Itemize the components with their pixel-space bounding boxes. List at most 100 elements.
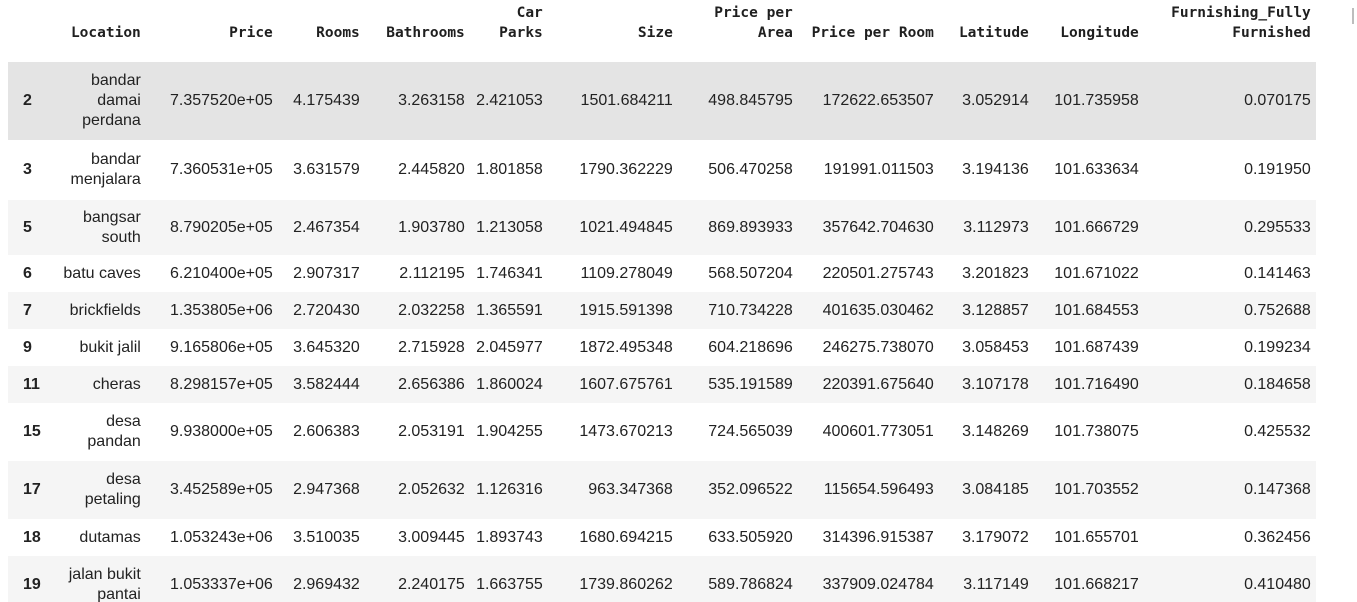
header-latitude: Latitude <box>958 25 1029 41</box>
cell-price-per-area: 710.734228 <box>677 292 798 329</box>
cell-latitude: 3.058453 <box>962 338 1029 356</box>
cell-price-per-area: 589.786824 <box>677 556 798 602</box>
cell-longitude: 101.687439 <box>1054 338 1139 356</box>
cell-rooms: 2.720430 <box>277 292 365 329</box>
cell-rooms: 3.645320 <box>293 338 360 356</box>
cell-bathrooms: 2.112195 <box>399 264 465 282</box>
cell-price: 1.353805e+06 <box>145 292 278 329</box>
header-size: Size <box>637 25 673 41</box>
header-furnishing-fully-furnished: Furnishing_Fully Furnished <box>1171 5 1311 41</box>
cell-price-per-area: 633.505920 <box>708 528 793 546</box>
cell-size: 1915.591398 <box>547 292 678 329</box>
index-header <box>8 0 51 62</box>
cell-latitude: 3.107178 <box>938 366 1034 403</box>
row-index: 5 <box>8 200 51 255</box>
table-row: 5 bangsar south 8.790205e+05 2.467354 1.… <box>8 200 1316 255</box>
cell-latitude: 3.148269 <box>962 423 1029 440</box>
cell-price-per-room: 400601.773051 <box>822 423 934 440</box>
cell-price-per-area: 869.893933 <box>677 200 798 255</box>
cell-size: 1501.684211 <box>547 62 678 140</box>
cell-furnishing: 0.752688 <box>1143 292 1316 329</box>
cell-location: bukit jalil <box>79 338 141 356</box>
header-price-per-area: Price per Area <box>714 5 793 41</box>
cell-size: 1872.495348 <box>579 338 673 356</box>
row-index: 7 <box>8 292 51 329</box>
cell-longitude: 101.655701 <box>1054 528 1139 546</box>
cell-longitude: 101.671022 <box>1054 264 1139 282</box>
cell-longitude: 101.684553 <box>1033 292 1144 329</box>
cell-longitude: 101.703552 <box>1033 461 1144 519</box>
cell-rooms: 3.582444 <box>277 366 365 403</box>
cell-bathrooms: 2.656386 <box>364 366 470 403</box>
cell-car-parks: 2.045977 <box>476 338 543 356</box>
cell-price-per-room: 314396.915387 <box>822 528 934 546</box>
cell-bathrooms: 2.052632 <box>364 461 470 519</box>
header-price: Price <box>229 25 273 41</box>
cell-furnishing: 0.191950 <box>1244 161 1311 178</box>
cell-price-per-room: 401635.030462 <box>797 292 939 329</box>
cell-size: 1607.675761 <box>547 366 678 403</box>
cell-price-per-area: 724.565039 <box>708 423 793 440</box>
row-index: 3 <box>23 161 32 178</box>
cell-location: dutamas <box>79 528 141 546</box>
header-car-parks: Car Parks <box>499 5 543 41</box>
table-body: 2 bandar damai perdana 7.357520e+05 4.17… <box>8 62 1316 602</box>
cell-longitude: 101.738075 <box>1054 423 1139 440</box>
cell-longitude: 101.735958 <box>1033 62 1144 140</box>
table-row: 9 bukit jalil 9.165806e+05 3.645320 2.71… <box>8 329 1316 366</box>
cell-location: desa petaling <box>50 461 146 519</box>
cell-size: 1790.362229 <box>579 161 673 178</box>
cell-location: brickfields <box>50 292 146 329</box>
table-row: 6 batu caves 6.210400e+05 2.907317 2.112… <box>8 255 1316 292</box>
cell-latitude: 3.179072 <box>962 528 1029 546</box>
cell-location: desa pandan <box>87 413 141 450</box>
cell-latitude: 3.117149 <box>938 556 1034 602</box>
row-index: 17 <box>8 461 51 519</box>
cell-bathrooms: 2.032258 <box>364 292 470 329</box>
cell-furnishing: 0.147368 <box>1143 461 1316 519</box>
cell-rooms: 3.510035 <box>293 528 360 546</box>
cell-price-per-area: 498.845795 <box>677 62 798 140</box>
cell-price-per-room: 357642.704630 <box>797 200 939 255</box>
header-rooms: Rooms <box>316 25 360 41</box>
cell-car-parks: 1.893743 <box>476 528 543 546</box>
cell-price-per-area: 506.470258 <box>708 161 793 178</box>
header-bathrooms: Bathrooms <box>386 25 465 41</box>
cell-rooms: 3.631579 <box>293 161 360 178</box>
row-index: 15 <box>23 423 41 440</box>
cell-car-parks: 2.421053 <box>469 62 548 140</box>
cell-price-per-area: 568.507204 <box>708 264 793 282</box>
table-row: 17 desa petaling 3.452589e+05 2.947368 2… <box>8 461 1316 519</box>
header-price-per-room: Price per Room <box>811 25 934 41</box>
cell-latitude: 3.052914 <box>938 62 1034 140</box>
header-row: Location Price Rooms Bathrooms Car Parks… <box>8 0 1316 62</box>
cell-price-per-room: 220391.675640 <box>797 366 939 403</box>
cell-latitude: 3.084185 <box>938 461 1034 519</box>
cell-price: 9.938000e+05 <box>170 423 273 440</box>
row-index: 9 <box>23 338 32 356</box>
cell-bathrooms: 3.263158 <box>364 62 470 140</box>
cell-size: 963.347368 <box>547 461 678 519</box>
cell-price: 7.357520e+05 <box>145 62 278 140</box>
cell-car-parks: 1.860024 <box>469 366 548 403</box>
cell-car-parks: 1.746341 <box>476 264 543 282</box>
cell-rooms: 2.947368 <box>277 461 365 519</box>
cell-car-parks: 1.801858 <box>476 161 543 178</box>
scroll-indicator[interactable] <box>1352 8 1354 24</box>
cell-price: 7.360531e+05 <box>170 161 273 178</box>
cell-furnishing: 0.410480 <box>1143 556 1316 602</box>
cell-rooms: 2.606383 <box>293 423 360 440</box>
cell-size: 1739.860262 <box>547 556 678 602</box>
cell-price-per-room: 220501.275743 <box>822 264 934 282</box>
table-row: 15 desa pandan 9.938000e+05 2.606383 2.0… <box>8 403 1316 461</box>
cell-bathrooms: 2.053191 <box>398 423 465 440</box>
table-row: 19 jalan bukit pantai 1.053337e+06 2.969… <box>8 556 1316 602</box>
cell-price: 8.790205e+05 <box>145 200 278 255</box>
cell-price: 1.053337e+06 <box>145 556 278 602</box>
cell-car-parks: 1.365591 <box>469 292 548 329</box>
cell-furnishing: 0.199234 <box>1244 338 1311 356</box>
header-location: Location <box>70 25 141 41</box>
cell-furnishing: 0.141463 <box>1244 264 1311 282</box>
cell-latitude: 3.194136 <box>962 161 1029 178</box>
cell-rooms: 2.907317 <box>293 264 360 282</box>
